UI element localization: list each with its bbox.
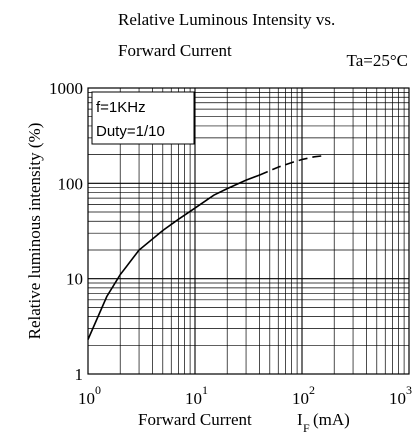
- x-axis-label-text: Forward Current: [138, 410, 252, 429]
- series-layer: [87, 154, 324, 340]
- plot-frame: [87, 87, 410, 375]
- x-axis-label-subscript: F: [303, 421, 310, 435]
- frequency-note: f=1KHz: [96, 99, 146, 116]
- x-axis-label: Forward Current I F (mA): [138, 410, 350, 435]
- x-tick-exponent: 1: [202, 383, 208, 397]
- chart-title-line2: Forward Current: [118, 41, 232, 60]
- y-axis-label: Relative luminous intensity (%): [25, 123, 44, 340]
- x-tick-label: 10: [78, 389, 95, 408]
- y-tick-label: 1: [75, 365, 84, 384]
- conditions-box: f=1KHz Duty=1/10: [91, 91, 195, 145]
- y-tick-label: 10: [66, 270, 83, 289]
- temperature-condition: Ta=25°C: [347, 51, 408, 70]
- x-axis-label-symbol: I: [297, 410, 303, 429]
- y-tick-label: 1000: [49, 79, 83, 98]
- series-line-dashed: [259, 154, 324, 176]
- x-tick-label: 10: [389, 389, 406, 408]
- duty-note: Duty=1/10: [96, 123, 165, 140]
- y-tick-label: 100: [58, 174, 84, 193]
- x-tick-exponent: 0: [95, 383, 101, 397]
- x-tick-label: 10: [185, 389, 202, 408]
- series-line-solid: [87, 174, 260, 340]
- chart-title-line1: Relative Luminous Intensity vs.: [118, 10, 335, 29]
- conditions-box-frame: [91, 91, 195, 145]
- x-tick-label: 10: [292, 389, 309, 408]
- x-axis-label-unit: (mA): [313, 410, 350, 429]
- x-tick-exponent: 2: [309, 383, 315, 397]
- x-tick-exponent: 3: [406, 383, 412, 397]
